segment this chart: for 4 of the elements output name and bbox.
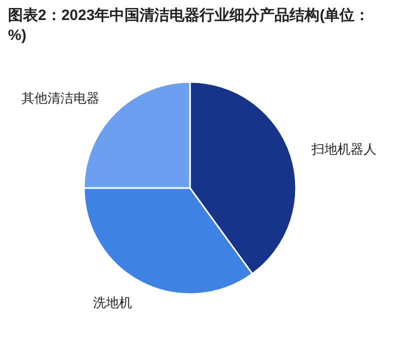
slice-label: 洗地机 [92, 295, 132, 310]
slice-label: 其他清洁电器 [21, 90, 100, 106]
chart-title: 图表2：2023年中国清洁电器行业细分产品结构(单位：%) [8, 6, 371, 46]
slice-label: 扫地机器人 [310, 141, 377, 156]
